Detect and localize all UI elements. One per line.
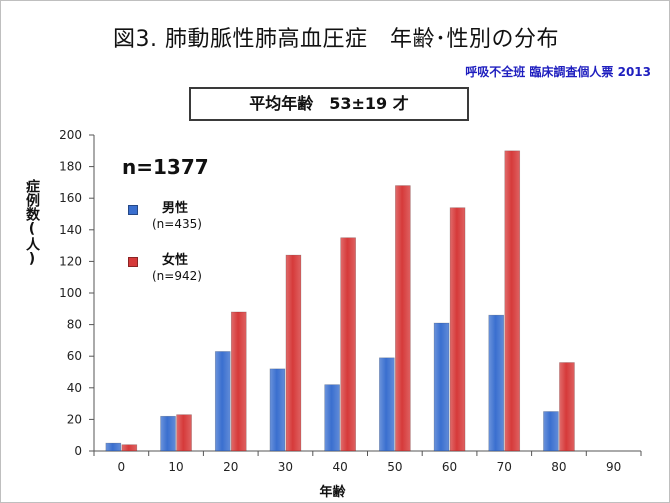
- data-source: 呼吸不全班 臨床調査個人票 2013: [465, 65, 651, 79]
- bar-female: [559, 362, 575, 452]
- y-tick-label: 60: [67, 349, 82, 363]
- legend-swatch-male: [128, 205, 138, 215]
- x-tick-label: 90: [606, 460, 621, 474]
- average-age-box: 平均年齢 53±19 才: [189, 87, 469, 121]
- x-tick-label: 40: [333, 460, 348, 474]
- chart-title: 図3. 肺動脈性肺高血圧症 年齢･性別の分布: [113, 27, 559, 52]
- bar-male: [488, 314, 505, 452]
- y-tick-label: 120: [59, 254, 82, 268]
- y-tick-label: 180: [59, 160, 82, 174]
- bar-female: [395, 185, 411, 452]
- bar-female: [504, 150, 521, 452]
- bar-male: [433, 322, 450, 452]
- x-tick-label: 10: [168, 460, 183, 474]
- y-tick-label: 80: [67, 318, 82, 332]
- x-tick-label: 80: [551, 460, 566, 474]
- bar-female: [449, 207, 466, 452]
- total-count: n=1377: [122, 155, 209, 179]
- legend-count-male: (n=435): [152, 217, 202, 231]
- y-tick-label: 100: [59, 286, 82, 300]
- x-tick-label: 0: [118, 460, 126, 474]
- y-tick-label: 40: [67, 381, 82, 395]
- bar-male: [543, 411, 559, 452]
- legend-count-female: (n=942): [152, 269, 202, 283]
- legend-swatch-female: [128, 257, 138, 267]
- x-tick-label: 20: [223, 460, 238, 474]
- legend-label-male: 男性: [162, 201, 189, 216]
- y-tick-label: 140: [59, 223, 82, 237]
- x-tick-label: 50: [387, 460, 402, 474]
- x-tick-label: 60: [442, 460, 457, 474]
- y-axis-title: 症例数(人): [23, 179, 43, 267]
- bar-male: [105, 442, 122, 452]
- legend-label-female: 女性: [162, 253, 189, 268]
- y-axis-title-text: 症例数(人): [24, 179, 40, 267]
- y-tick-label: 20: [67, 412, 82, 426]
- x-tick-label: 70: [497, 460, 512, 474]
- y-tick-label: 160: [59, 191, 82, 205]
- bar-male: [269, 368, 286, 452]
- bar-female: [340, 237, 356, 452]
- bar-female: [285, 254, 302, 452]
- bar-male: [379, 357, 395, 452]
- x-axis-title: 年齢: [319, 484, 346, 500]
- y-tick-label: 0: [74, 444, 82, 458]
- bar-male: [214, 351, 231, 452]
- y-tick-label: 200: [59, 128, 82, 142]
- bar-male: [324, 384, 340, 452]
- bar-female: [230, 311, 247, 452]
- x-tick-label: 30: [278, 460, 293, 474]
- bar-female: [176, 414, 192, 452]
- bar-male: [160, 415, 176, 452]
- bar-female: [121, 444, 138, 452]
